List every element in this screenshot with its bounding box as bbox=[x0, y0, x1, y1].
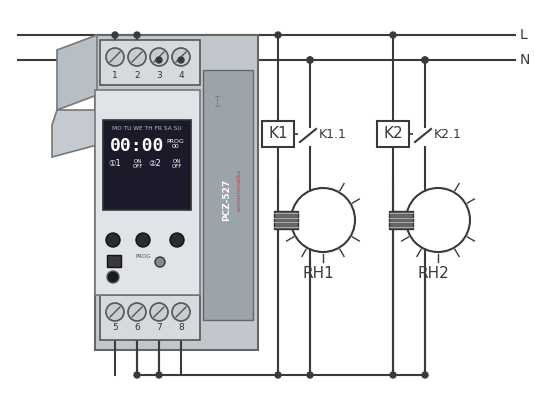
Bar bbox=[274, 211, 298, 229]
Text: L: L bbox=[520, 28, 528, 42]
Polygon shape bbox=[57, 35, 97, 110]
Bar bbox=[100, 40, 200, 85]
Circle shape bbox=[106, 233, 120, 247]
Circle shape bbox=[128, 303, 146, 321]
Circle shape bbox=[128, 48, 146, 66]
Circle shape bbox=[156, 372, 162, 378]
Text: K2.1: K2.1 bbox=[434, 128, 462, 141]
Text: K1.1: K1.1 bbox=[319, 128, 347, 141]
Circle shape bbox=[178, 57, 184, 63]
Circle shape bbox=[134, 372, 140, 378]
Circle shape bbox=[406, 188, 470, 252]
Bar bbox=[95, 35, 258, 350]
Circle shape bbox=[170, 233, 184, 247]
Text: ON
OFF: ON OFF bbox=[172, 159, 182, 169]
Circle shape bbox=[275, 32, 281, 38]
Bar bbox=[95, 90, 200, 295]
Bar bbox=[389, 211, 413, 229]
Bar bbox=[377, 121, 409, 147]
Circle shape bbox=[422, 57, 428, 63]
Circle shape bbox=[155, 257, 165, 267]
Bar bbox=[107, 255, 121, 267]
Text: 5: 5 bbox=[112, 324, 118, 333]
Polygon shape bbox=[52, 110, 97, 157]
Circle shape bbox=[106, 48, 124, 66]
Circle shape bbox=[307, 57, 313, 63]
Circle shape bbox=[107, 271, 119, 283]
Text: K1: K1 bbox=[268, 126, 288, 141]
Text: RН1: RН1 bbox=[302, 266, 334, 281]
Circle shape bbox=[390, 32, 396, 38]
Text: ②2: ②2 bbox=[149, 160, 162, 168]
Text: ON
OFF: ON OFF bbox=[133, 159, 143, 169]
Text: RН2: RН2 bbox=[417, 266, 449, 281]
Circle shape bbox=[150, 48, 168, 66]
Text: 8: 8 bbox=[178, 324, 184, 333]
Circle shape bbox=[275, 372, 281, 378]
Text: N: N bbox=[520, 53, 530, 67]
Text: PCZ-527: PCZ-527 bbox=[223, 179, 232, 221]
Circle shape bbox=[112, 32, 118, 38]
Text: ⊢⊣: ⊢⊣ bbox=[215, 94, 221, 106]
Text: ①1: ①1 bbox=[109, 160, 121, 168]
Circle shape bbox=[422, 57, 428, 63]
Text: 00:00: 00:00 bbox=[110, 137, 164, 155]
Text: 6: 6 bbox=[134, 324, 140, 333]
Circle shape bbox=[156, 57, 162, 63]
Circle shape bbox=[106, 303, 124, 321]
Bar bbox=[103, 120, 191, 210]
Text: PROG: PROG bbox=[135, 254, 151, 258]
Circle shape bbox=[291, 188, 355, 252]
Text: 2: 2 bbox=[134, 70, 140, 79]
Text: MO TU WE TH FR SA SU: MO TU WE TH FR SA SU bbox=[112, 126, 182, 132]
Text: PROG
00: PROG 00 bbox=[166, 139, 184, 149]
Circle shape bbox=[150, 303, 168, 321]
Text: 1: 1 bbox=[112, 70, 118, 79]
Circle shape bbox=[390, 372, 396, 378]
Text: euroautomatika: euroautomatika bbox=[236, 169, 241, 211]
Circle shape bbox=[134, 32, 140, 38]
Text: 7: 7 bbox=[156, 324, 162, 333]
Text: 3: 3 bbox=[156, 70, 162, 79]
Circle shape bbox=[307, 57, 313, 63]
Circle shape bbox=[422, 372, 428, 378]
Bar bbox=[203, 70, 253, 320]
Circle shape bbox=[136, 233, 150, 247]
Text: 4: 4 bbox=[178, 70, 184, 79]
Circle shape bbox=[307, 372, 313, 378]
Circle shape bbox=[172, 48, 190, 66]
Circle shape bbox=[172, 303, 190, 321]
Bar bbox=[100, 295, 200, 340]
Bar bbox=[262, 121, 294, 147]
Text: K2: K2 bbox=[383, 126, 403, 141]
